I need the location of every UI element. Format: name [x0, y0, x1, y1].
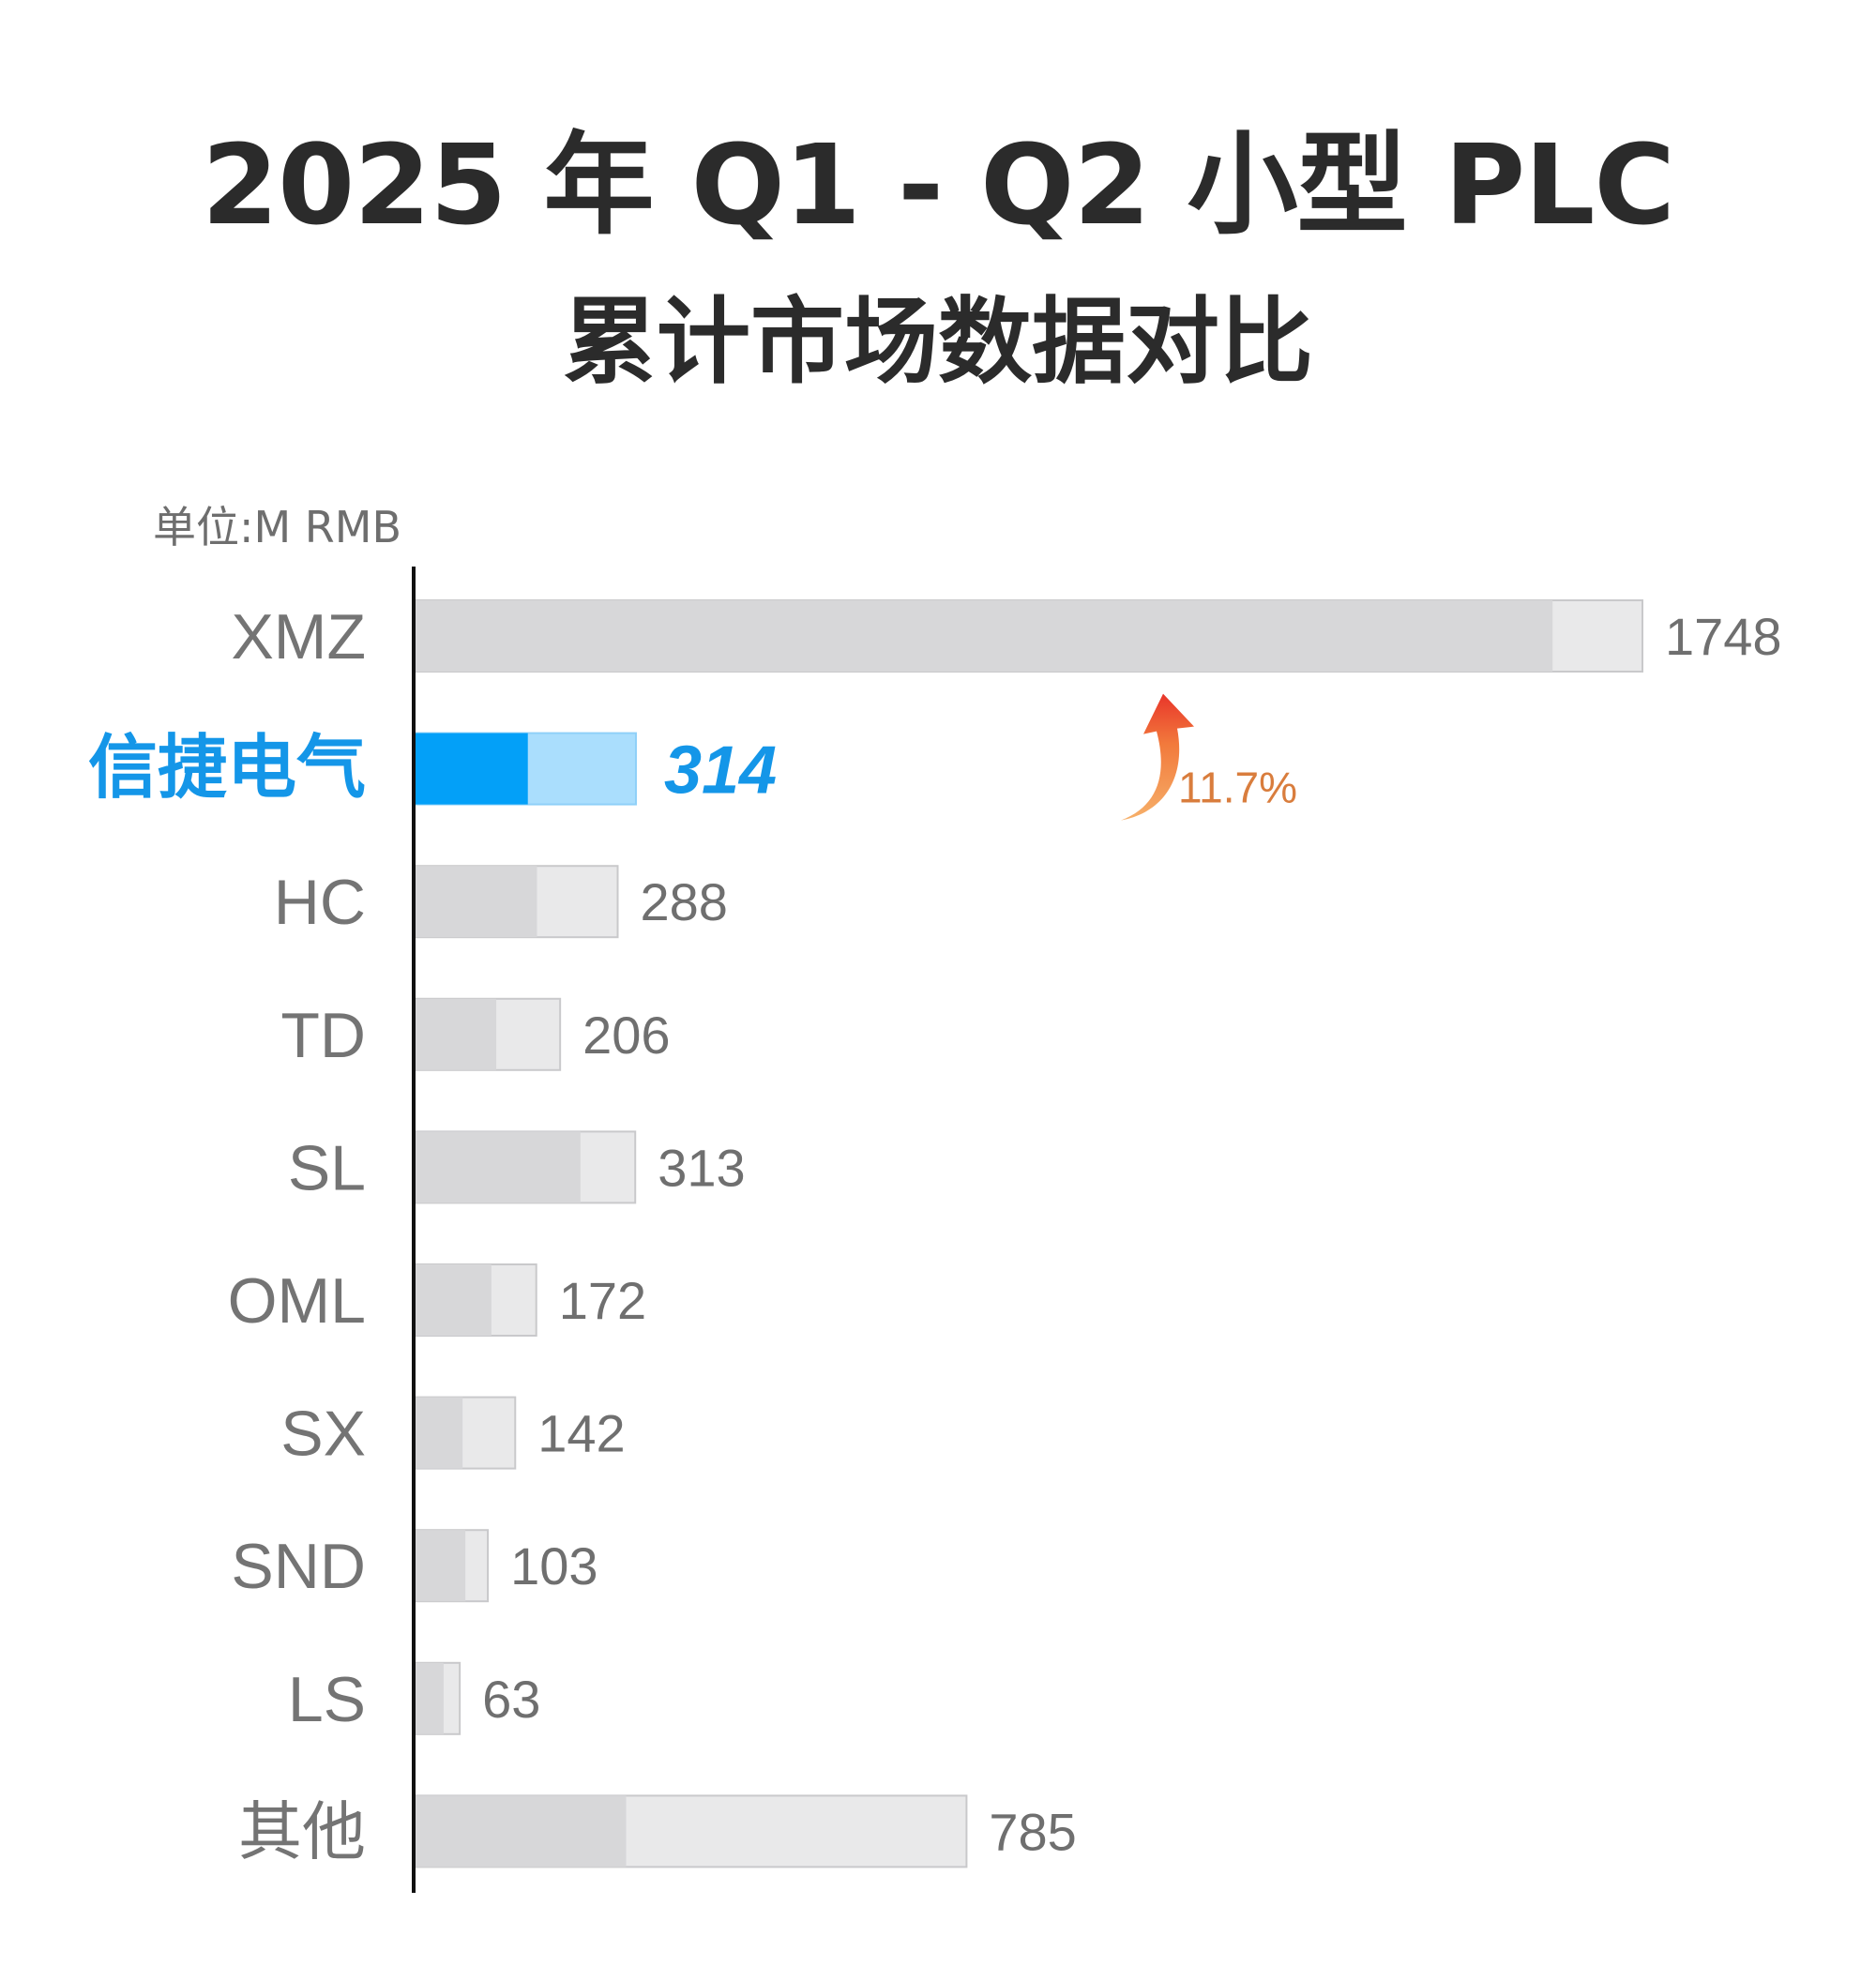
value-label: 103 [510, 1536, 598, 1595]
bar-segment [416, 866, 537, 938]
category-label: XMZ [231, 601, 366, 673]
value-label: 206 [582, 1006, 670, 1065]
unit-label: 单位:M RMB [153, 502, 402, 552]
category-label: 信捷电气 [88, 728, 366, 809]
value-label: 63 [482, 1670, 540, 1729]
category-label: 其他 [238, 1796, 366, 1868]
category-label: SND [231, 1531, 366, 1602]
category-label: TD [280, 1000, 366, 1071]
bar-segment [416, 1131, 581, 1203]
category-label: LS [288, 1664, 366, 1735]
value-label: 313 [658, 1138, 745, 1197]
bar-segment [416, 1530, 466, 1602]
chart-subtitle: 累计市场数据对比 [563, 287, 1313, 397]
value-label: 288 [641, 872, 728, 931]
bar-segment [416, 998, 497, 1070]
bar-segment [416, 600, 1553, 672]
category-label: OML [228, 1265, 366, 1337]
bar-segment [416, 1795, 627, 1868]
value-label: 142 [537, 1404, 625, 1463]
growth-arrow-icon [1121, 693, 1194, 821]
value-label: 172 [559, 1271, 646, 1330]
value-label: 314 [664, 733, 777, 809]
value-label: 785 [989, 1802, 1076, 1861]
growth-label: 11.7% [1178, 764, 1297, 812]
category-label: SL [288, 1132, 366, 1203]
value-label: 1748 [1665, 607, 1782, 666]
chart-title: 2025 年 Q1 - Q2 小型 PLC [202, 120, 1675, 250]
bar-segment [416, 1397, 463, 1469]
category-label: HC [274, 867, 366, 938]
bar-segment [416, 1662, 444, 1734]
bar-segment [416, 1264, 492, 1336]
category-label: SX [280, 1399, 366, 1470]
bar-segment [416, 733, 528, 805]
